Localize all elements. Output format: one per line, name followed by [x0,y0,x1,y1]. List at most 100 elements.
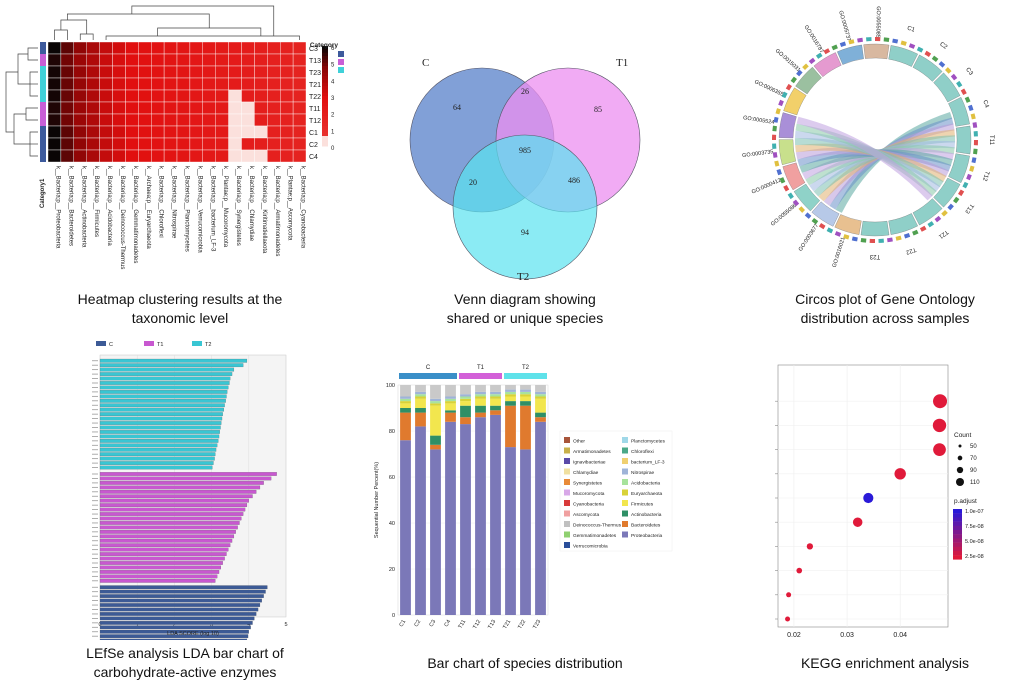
stacked-legend-swatch [564,531,570,538]
heatmap-cell [125,89,139,103]
kegg-p-legend-gradient [953,530,962,535]
circos-outer-tick [968,104,974,112]
stacked-segment [415,391,426,395]
heatmap-cell [73,77,87,91]
heatmap-cell [189,41,203,55]
col-branch [79,33,94,40]
heatmap-cell [254,89,268,103]
heatmap-cell [125,77,139,91]
heatmap-cell [280,101,294,115]
heatmap-cell [189,53,203,67]
lefse-bar [99,485,261,490]
heatmap-cell [267,113,281,127]
heatmap-cell [112,77,126,91]
stacked-segment [415,412,426,427]
lefse-bar [99,430,220,434]
lefse-bar [99,412,223,417]
colorbar-segment [322,62,328,67]
circos-outer-tick [973,140,978,146]
category-strip-cell [40,90,46,102]
colorbar-segment [322,119,328,124]
lefse-bar [99,594,264,598]
stacked-segment [520,389,531,392]
lefse-bar [99,625,251,630]
circos-outer-tick [919,225,927,232]
heatmap-column-label: k__Bacteria;p__Planctomycetes [183,166,189,252]
circos-outer-tick [887,237,893,243]
stacked-segment [430,435,441,445]
heatmap-cell [254,113,268,127]
circos-go-arc [863,43,890,60]
stacked-legend-swatch [622,510,628,517]
stacked-ytick-label: 0 [392,613,395,619]
lefse-bar [99,607,259,612]
heatmap-cell [73,101,87,115]
heatmap-cell [254,101,268,115]
heatmap-row-label: C3 [309,46,318,53]
colorbar-segment [322,56,328,60]
stacked-segment [475,412,486,418]
heatmap-cell [189,125,203,139]
heatmap-column-label: k__Bacteria;p__Actinobacteria [80,166,86,248]
lefse-legend-label: T2 [205,342,211,348]
circos-outer-tick [808,57,816,65]
heatmap-cell [189,101,203,115]
heatmap-caption-line2: taxonomic level [131,310,229,326]
circos-outer-tick [826,227,834,234]
circos-outer-tick [779,177,786,184]
circos-outer-tick [938,61,946,68]
kegg-xtick-label: 0.04 [893,632,907,639]
heatmap-cell [202,53,216,67]
circos-outer-tick [953,196,960,204]
row-branch [27,47,38,61]
stacked-segment [430,403,441,406]
stacked-legend-swatch [564,458,570,464]
stacked-group-label: C [426,365,431,371]
circos-outer-tick [839,41,847,47]
colorbar-segment [322,112,328,117]
heatmap-cell [202,149,216,163]
circos-sample-label: T13 [963,202,974,214]
lefse-panel: C T1 T2 0 1 2 3 4 5 LDA SCORE (log 10) [60,335,320,640]
heatmap-cell [150,53,165,67]
venn-caption: Venn diagram showing shared or unique sp… [380,290,670,328]
heatmap-cell [86,53,100,67]
stacked-segment [520,385,531,390]
stacked-segment [430,401,441,404]
lefse-bar [99,489,257,494]
col-branch [105,35,300,40]
heatmap-cell [73,89,87,103]
lefse-bar [99,552,227,556]
heatmap-cell [292,149,307,163]
lefse-bar [99,634,249,639]
kegg-xtick-label: 0.02 [787,632,801,639]
circos-sample-arc [888,213,918,235]
heatmap-cell [150,41,165,55]
stacked-legend-label: Nitrospirae [631,470,655,476]
stacked-legend-swatch [622,479,628,485]
heatmap-cell [292,101,307,115]
kegg-p-legend-title: p.adjust [954,498,977,505]
heatmap-cell [176,77,191,91]
circos-sample-arc [912,198,943,226]
circos-outer-tick [792,199,800,207]
lefse-bar [99,570,220,574]
lefse-xtick-label: 3 [210,622,213,628]
heatmap-row-label: C2 [309,142,318,149]
stacked-legend-label: bacterium_LF-3 [631,460,665,466]
stacked-segment [445,421,456,615]
heatmap-cell [176,137,191,151]
heatmap-cell [47,89,62,103]
heatmap-cell [60,53,75,67]
kegg-p-legend-label: 5.0e-08 [965,539,984,545]
heatmap-cell [280,137,294,151]
heatmap-caption-line1: Heatmap clustering results at the [77,291,283,307]
heatmap-column-label: k__Plantae;p__Mucoromycota [222,166,228,248]
kegg-count-legend-dot [956,466,964,474]
kegg-caption: KEGG enrichment analysis [740,654,1030,673]
stacked-xtick-label: T23 [532,619,542,630]
lefse-bar [99,565,222,570]
heatmap-cell [163,89,178,103]
circos-outer-tick [804,212,812,219]
heatmap-row-label: T23 [309,70,321,77]
